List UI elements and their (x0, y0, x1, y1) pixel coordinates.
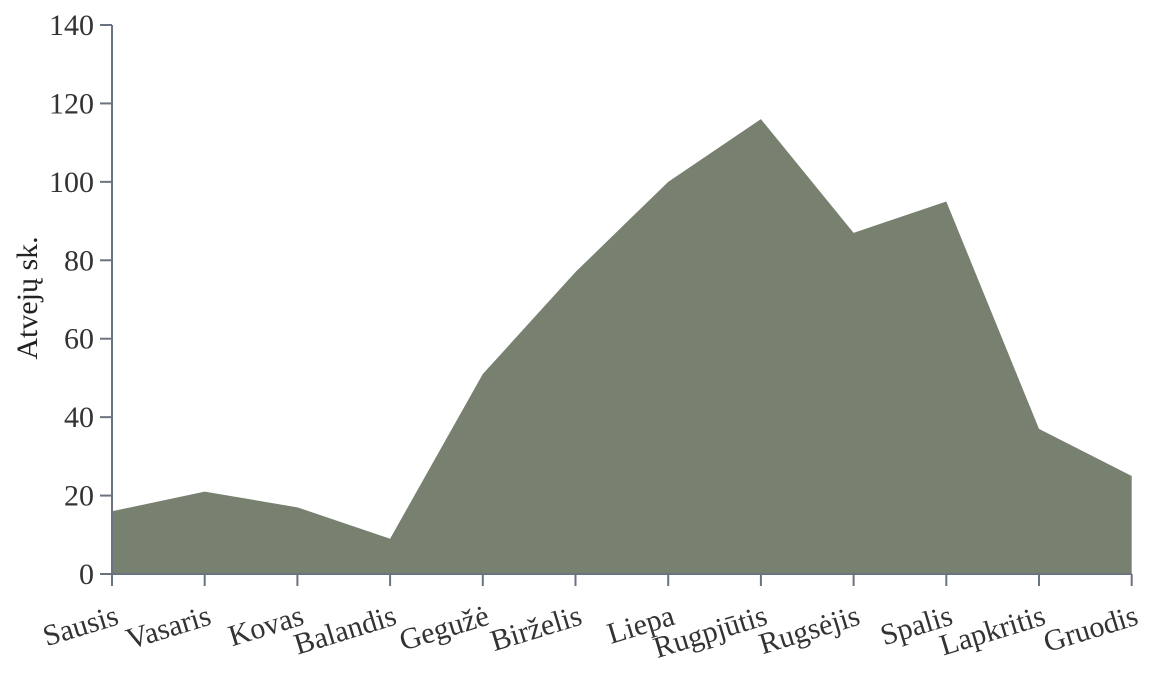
x-tick-label: Vasaris (122, 599, 215, 656)
y-tick-label: 0 (79, 558, 94, 591)
y-axis: 0 20 40 60 80 100 120 140 (49, 9, 113, 591)
area-series (112, 119, 1132, 574)
x-tick-label: Lapkritis (936, 599, 1049, 662)
y-tick-label: 120 (49, 87, 94, 120)
x-tick-label: Gegužė (396, 599, 493, 657)
y-tick-label: 80 (64, 244, 94, 277)
x-tick-label: Sausis (39, 599, 122, 653)
y-tick-label: 140 (49, 9, 94, 42)
y-axis-title: Atvejų sk. (11, 236, 44, 359)
area-layer (111, 119, 1132, 574)
x-tick-label: Balandis (290, 599, 400, 661)
x-tick-label: Gruodis (1040, 599, 1142, 659)
y-tick-label: 20 (64, 480, 94, 513)
y-tick-label: 40 (64, 401, 94, 434)
x-tick-label: Rugsėjis (755, 599, 863, 661)
y-tick-label: 100 (49, 166, 94, 199)
y-tick-label: 60 (64, 323, 94, 356)
x-tick-label: Birželis (487, 599, 586, 658)
x-axis: Sausis Vasaris KovasBalandisGegužėBirželis… (39, 573, 1142, 665)
